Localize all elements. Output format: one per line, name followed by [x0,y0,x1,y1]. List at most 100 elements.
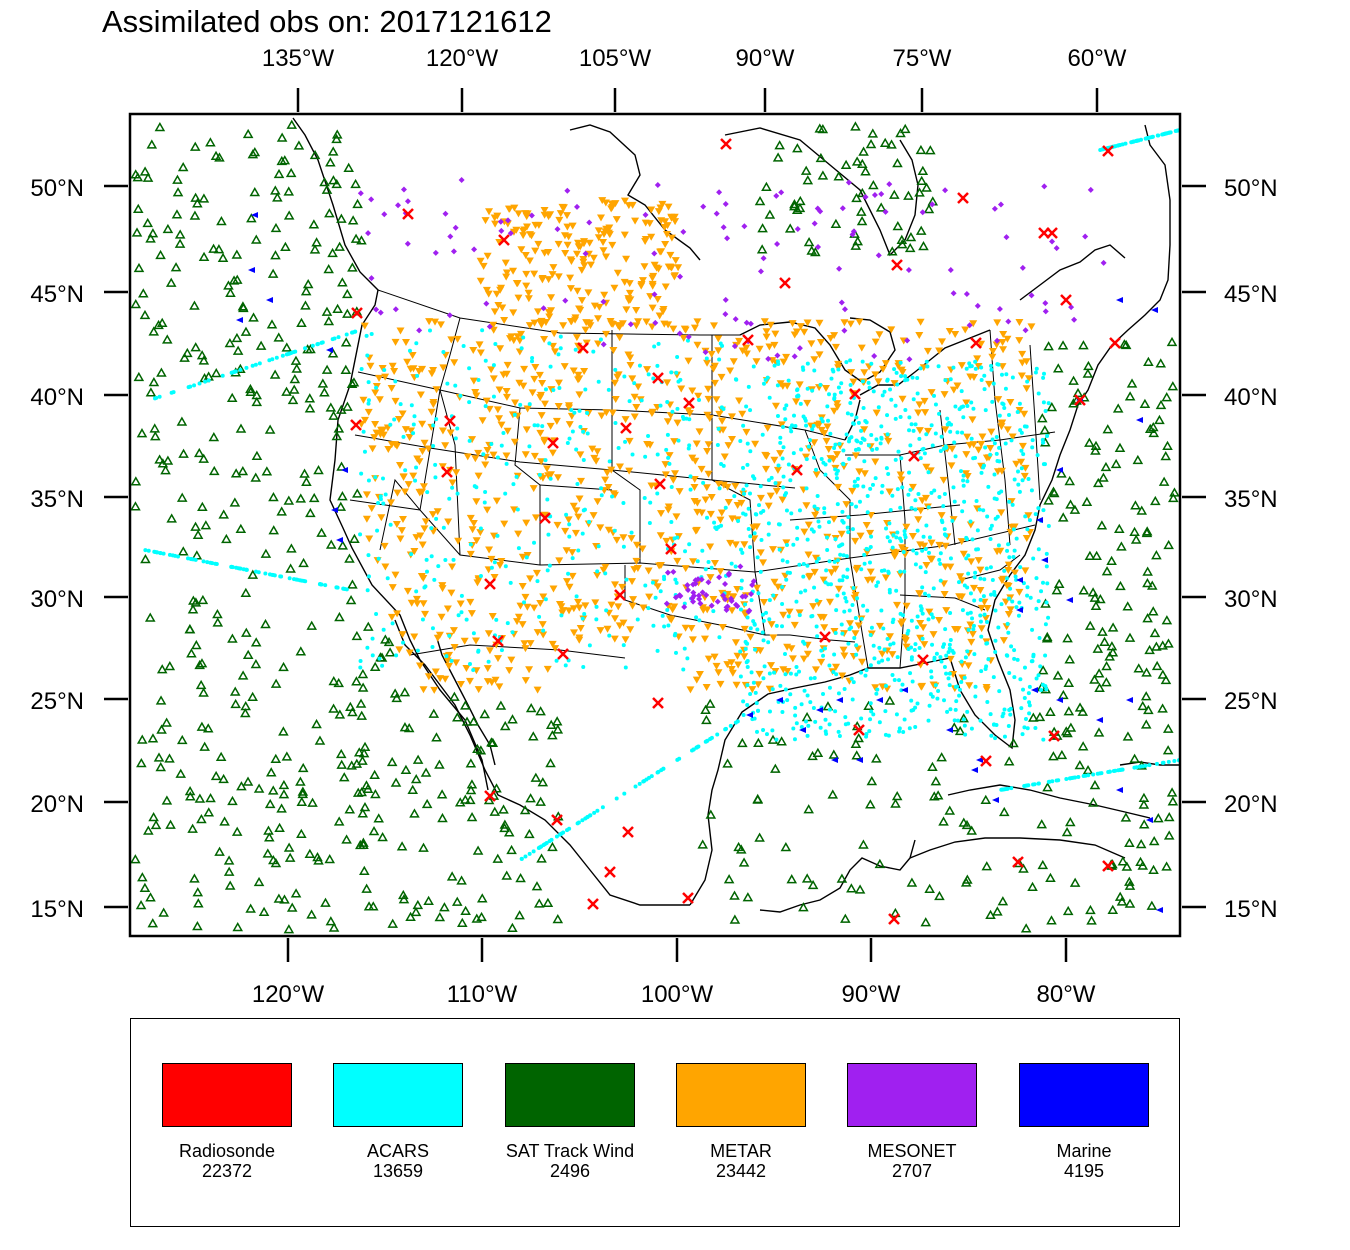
mesonet-marker [723,604,730,611]
acars-marker [697,398,702,403]
state-border [409,644,626,659]
metar-marker [589,254,598,262]
acars-marker [280,353,285,358]
metar-marker [949,386,958,394]
sat-track-wind-marker [278,789,290,799]
metar-marker [375,374,384,382]
state-border [379,478,421,551]
acars-marker [650,580,655,585]
sat-track-wind-marker [465,758,477,768]
metar-marker [670,438,679,446]
metar-marker [647,233,656,241]
metar-marker [645,593,654,601]
sat-track-wind-marker [1069,877,1081,887]
acars-marker [963,732,968,737]
acars-marker [366,398,371,403]
sat-track-wind-marker [535,796,546,806]
acars-marker [1034,366,1039,371]
acars-marker [823,472,828,477]
acars-marker [902,717,907,722]
metar-marker [762,452,771,460]
acars-marker [361,429,366,434]
mesonet-marker [728,598,735,605]
metar-marker [664,203,673,211]
acars-marker [924,523,929,528]
metar-marker [625,280,634,288]
mesonet-marker [507,230,514,237]
metar-marker [516,602,525,610]
acars-marker [933,683,938,688]
acars-marker [833,709,838,714]
acars-marker [925,364,930,369]
sat-track-wind-marker [145,233,156,243]
acars-marker [809,614,814,619]
legend-label: Marine [1056,1141,1112,1161]
sat-track-wind-marker [756,244,768,254]
metar-marker [704,441,713,449]
sat-track-wind-marker [290,355,302,365]
acars-marker [933,402,938,407]
acars-marker [744,483,749,488]
metar-marker [441,675,450,683]
metar-marker [770,578,779,586]
acars-marker [672,633,677,638]
metar-marker [393,610,402,618]
acars-marker [651,623,656,628]
acars-marker [529,359,534,364]
metar-marker [776,450,785,458]
radiosonde-marker [720,138,732,150]
sat-track-wind-marker [551,716,563,726]
acars-marker [674,650,679,655]
metar-marker [712,662,721,670]
acars-marker [558,334,563,339]
acars-marker [805,361,810,366]
acars-marker [1018,565,1023,570]
acars-marker [888,507,893,512]
acars-marker [720,343,725,348]
sat-track-wind-marker [850,738,862,748]
metar-marker [550,330,559,338]
acars-marker [1011,554,1016,559]
metar-marker [548,449,557,457]
sat-track-wind-marker [1101,566,1113,576]
acars-marker [997,689,1002,694]
acars-marker [1010,599,1015,604]
acars-marker [965,403,970,408]
acars-marker [948,429,953,434]
metar-marker [926,467,935,475]
radiosonde-marker [980,755,992,767]
metar-marker [404,481,413,489]
sat-track-wind-marker [410,774,422,784]
metar-marker [424,445,433,453]
metar-marker [816,338,825,346]
acars-marker [646,372,651,377]
acars-marker [665,432,670,437]
acars-marker [978,597,983,602]
acars-marker [969,400,974,405]
acars-marker [865,510,870,515]
acars-marker [867,560,872,565]
acars-marker [646,434,651,439]
acars-marker [432,577,437,582]
acars-marker [882,568,887,573]
radiosonde-marker [1012,856,1024,868]
acars-marker [921,534,926,539]
metar-marker [626,626,635,634]
sat-track-wind-marker [1043,341,1054,351]
metar-marker [982,683,991,691]
metar-marker [779,611,788,619]
metar-marker [664,506,673,514]
metar-marker [927,389,936,397]
acars-marker [755,627,760,632]
sat-track-wind-marker [210,367,222,378]
metar-marker [779,666,788,674]
metar-marker [822,437,831,445]
acars-marker [524,555,529,560]
metar-marker [825,598,834,606]
radiosonde-marker [779,277,791,289]
metar-marker [651,482,660,490]
acars-marker [950,518,955,523]
metar-marker [569,502,578,510]
sat-track-wind-marker [525,793,536,803]
sat-track-wind-marker [884,695,896,705]
